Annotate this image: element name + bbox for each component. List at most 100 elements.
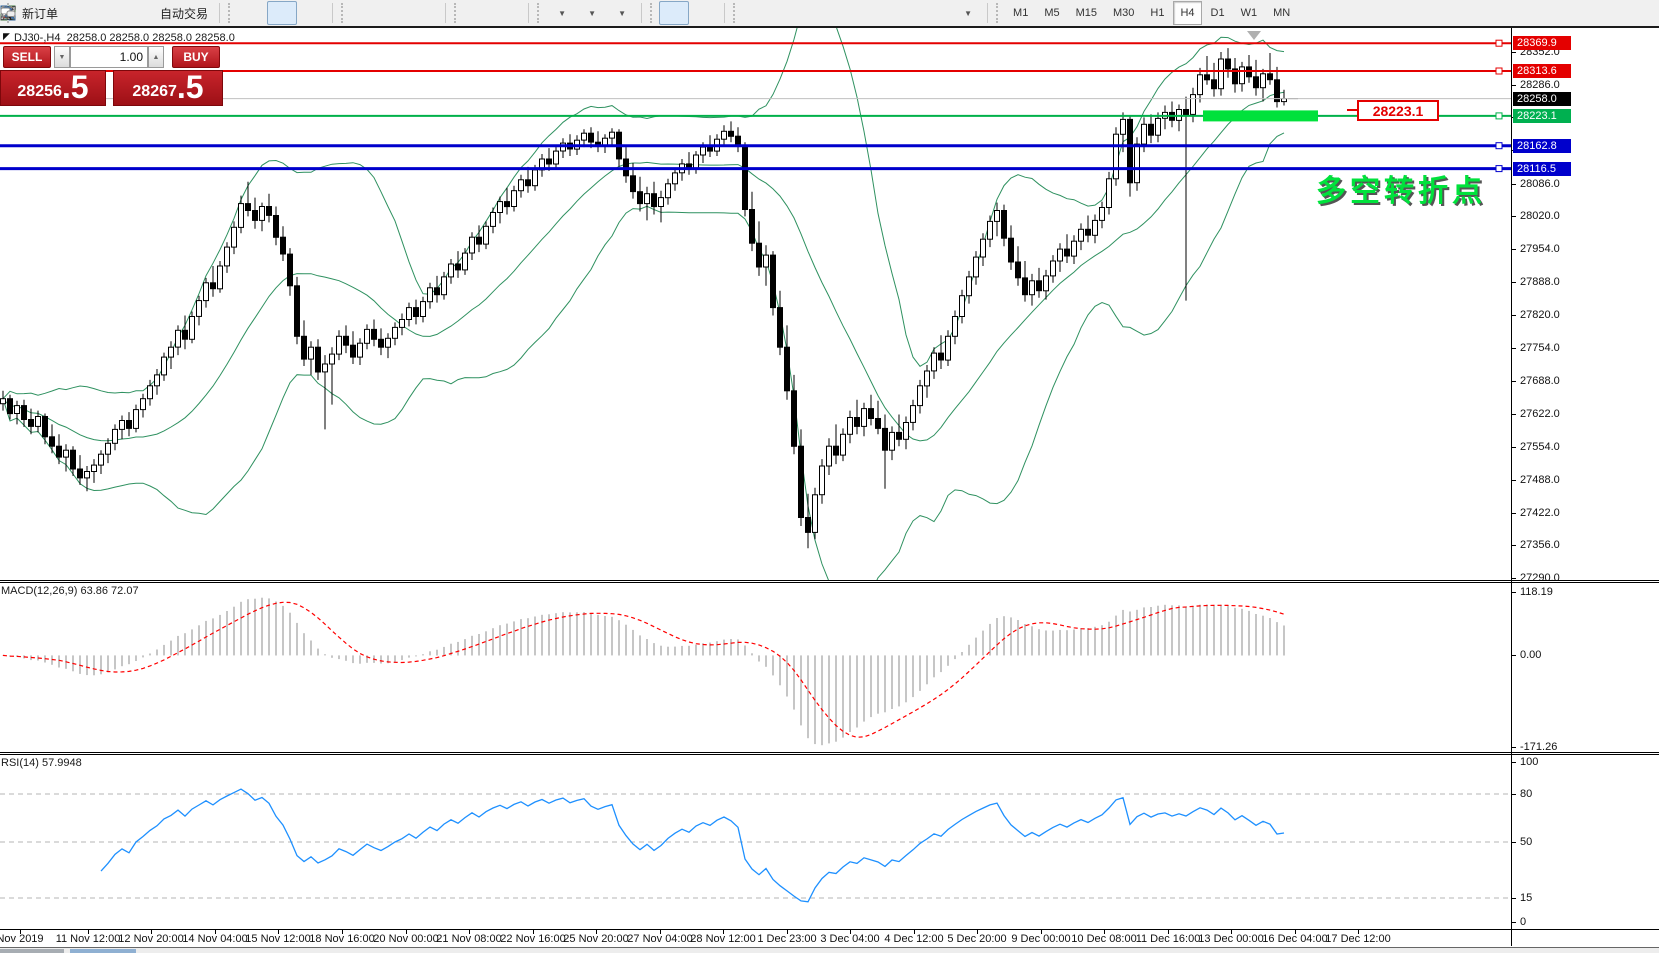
dropdown-arrow-icon: ▼ [558, 8, 566, 18]
text-label-button[interactable]: T [1, 1, 952, 25]
tile-windows-button[interactable] [0, 1, 440, 25]
time-label: 3 Dec 04:00 [820, 933, 880, 945]
sell-price[interactable]: 28256 .5 [0, 70, 106, 106]
pane-separator[interactable] [0, 582, 1659, 583]
time-tick [914, 930, 915, 934]
rsi-tick [1512, 898, 1516, 899]
timeframe-h1[interactable]: H1 [1150, 7, 1165, 19]
price-level-label[interactable]: 28223.1 [1357, 100, 1439, 121]
chart-shift-marker[interactable] [1247, 31, 1261, 40]
price-tick [1512, 216, 1516, 217]
pane-separator[interactable] [0, 754, 1659, 755]
time-label: 11 Dec 16:00 [1135, 933, 1201, 945]
bear-candles [7, 58, 1280, 533]
time-axis-border [0, 929, 1659, 930]
macd-pane [0, 583, 1511, 752]
time-label: 28 Nov 12:00 [690, 933, 756, 945]
candlestick-chart-button[interactable] [2, 1, 298, 25]
time-label: 22 Nov 16:00 [500, 933, 566, 945]
timeframe-m15[interactable]: M15 [1075, 7, 1097, 19]
bar-chart-button[interactable] [2, 1, 267, 25]
buy-price[interactable]: 28267 .5 [113, 70, 223, 106]
hline-handle[interactable] [1495, 165, 1503, 173]
time-label: 10 Dec 08:00 [1071, 933, 1137, 945]
hline-handle[interactable] [1495, 39, 1503, 47]
sell-button[interactable]: SELL [3, 46, 51, 68]
volume-down-button[interactable]: ▼ [54, 46, 70, 68]
hline-handle[interactable] [1495, 67, 1503, 75]
pane-separator[interactable] [0, 580, 1659, 581]
crosshair-button[interactable] [1, 1, 719, 25]
indicators-button[interactable]: ▼ [2, 1, 576, 25]
timeframe-m1[interactable]: M1 [1013, 7, 1029, 19]
price-tick [1512, 348, 1516, 349]
highlighter-icon-button[interactable] [2, 1, 94, 25]
auto-trading-button[interactable]: 自动交易 [1, 1, 214, 25]
vertical-line-button[interactable] [4, 1, 772, 25]
one-click-expander[interactable]: ◤ [3, 31, 10, 41]
text-tool-button[interactable]: A [4, 1, 922, 25]
fibonacci-button[interactable]: F [1, 1, 892, 25]
timeframe-w1[interactable]: W1 [1240, 7, 1258, 19]
price-badge-28258.0: 28258.0 [1513, 92, 1571, 106]
zoom-out-button[interactable] [1, 1, 410, 25]
candle-wicks [2, 48, 1285, 549]
toolbar-grip [537, 3, 543, 23]
green-highlight-segment[interactable] [1203, 110, 1318, 122]
toolbar-separator [987, 3, 989, 23]
dropdown-arrow-icon: ▼ [618, 8, 626, 18]
cursor-button[interactable] [5, 1, 690, 25]
time-label: 13 Dec 00:00 [1198, 933, 1264, 945]
timeframe-m5[interactable]: M5 [1044, 7, 1060, 19]
volume-input[interactable]: 1.00 [70, 46, 148, 68]
timeframe-h4[interactable]: H4 [1173, 1, 1202, 25]
timeframe-d1[interactable]: D1 [1210, 7, 1225, 19]
macd-tick-label: -171.26 [1520, 741, 1558, 753]
chart-shift-button[interactable] [1, 1, 523, 25]
dropdown-arrow-icon: ▼ [588, 8, 596, 18]
price-tick-label: 27888.0 [1520, 276, 1560, 288]
auto-scroll-button[interactable] [1, 1, 493, 25]
rsi-tick-label: 50 [1520, 836, 1533, 848]
timeframe-mn[interactable]: MN [1273, 7, 1291, 19]
price-tick-label: 27954.0 [1520, 243, 1560, 255]
buy-button[interactable]: BUY [172, 46, 220, 68]
chat-button[interactable] [0, 1, 1649, 25]
time-tick [660, 930, 661, 934]
annotation-text[interactable]: 多空转折点 [1316, 175, 1486, 208]
chart-profile-button[interactable] [1, 1, 124, 25]
price-tick-label: 28286.0 [1520, 79, 1560, 91]
rsi-tick-label: 0 [1520, 916, 1527, 928]
signal-button[interactable] [2, 1, 154, 25]
time-tick [1104, 930, 1105, 934]
macd-tick [1512, 655, 1516, 656]
new-order-button[interactable]: 新订单 [16, 1, 64, 25]
window-bottom-edge [0, 947, 1659, 953]
pane-separator[interactable] [0, 752, 1659, 753]
volume-up-button[interactable]: ▲ [148, 46, 164, 68]
templates-button[interactable]: ▼ [1, 1, 636, 25]
zoom-in-button[interactable] [1, 1, 380, 25]
equidistant-channel-button[interactable]: E [0, 1, 862, 25]
time-label: 12 Nov 20:00 [118, 933, 184, 945]
main-chart-canvas[interactable] [0, 28, 1511, 580]
periods-button[interactable]: ▼ [1, 1, 606, 25]
macd-tick-label: 0.00 [1520, 649, 1542, 661]
time-tick [1295, 930, 1296, 934]
time-tick [151, 930, 152, 934]
rsi-tick [1512, 794, 1516, 795]
line-chart-button[interactable] [0, 1, 327, 25]
hline-handle[interactable] [1495, 142, 1503, 150]
search-button[interactable] [1, 1, 1619, 25]
hline-handle[interactable] [1495, 112, 1503, 120]
toolbar-separator [641, 3, 643, 23]
horizontal-line-button[interactable] [1, 1, 802, 25]
trendline-button[interactable] [0, 1, 832, 25]
price-tick [1512, 578, 1516, 579]
arrows-button[interactable]: ▼ [1, 1, 982, 25]
rsi-tick-label: 80 [1520, 788, 1533, 800]
time-tick [723, 930, 724, 934]
timeframe-m30[interactable]: M30 [1113, 7, 1135, 19]
toolbar-border [0, 26, 1659, 28]
